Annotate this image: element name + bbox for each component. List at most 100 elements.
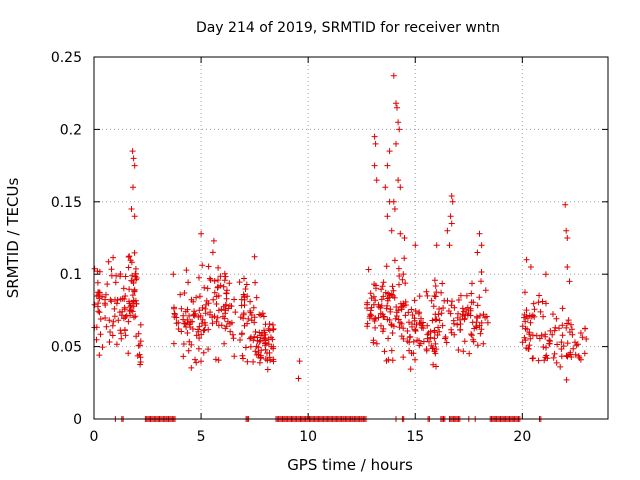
data-point (243, 281, 250, 288)
data-point (395, 177, 402, 184)
data-point (127, 304, 134, 311)
data-point (178, 305, 185, 312)
data-point (231, 353, 238, 360)
data-point (382, 289, 389, 296)
data-point (412, 242, 419, 249)
data-point (393, 313, 400, 319)
data-point (108, 266, 115, 273)
data-point (551, 350, 558, 357)
data-point (372, 297, 379, 304)
data-point (96, 289, 103, 296)
data-point (381, 348, 388, 355)
data-point (373, 177, 380, 184)
data-point (113, 300, 120, 307)
data-point (543, 300, 549, 307)
data-point (382, 184, 389, 191)
data-point (244, 358, 251, 365)
y-tick-label: 0 (73, 412, 82, 428)
data-point (231, 296, 238, 303)
data-point (455, 347, 462, 353)
data-point (213, 293, 220, 300)
data-point (117, 271, 124, 277)
data-point (572, 339, 578, 346)
data-point (400, 354, 407, 361)
data-point (480, 340, 487, 347)
data-point (416, 293, 423, 300)
data-point (470, 336, 477, 343)
plot-frame (93, 56, 609, 420)
data-point (223, 295, 230, 302)
data-point (372, 140, 379, 147)
data-point (260, 313, 267, 320)
data-point (433, 346, 440, 353)
data-point (266, 327, 273, 334)
data-point (109, 322, 116, 329)
data-point (222, 325, 229, 332)
data-point (371, 318, 378, 324)
data-point (121, 327, 128, 334)
data-point (469, 280, 475, 287)
data-point (529, 332, 536, 339)
data-point (240, 355, 246, 362)
data-point (186, 338, 193, 345)
data-point (196, 323, 203, 330)
data-point (448, 193, 455, 199)
data-point (474, 249, 481, 256)
data-point (436, 317, 443, 324)
data-point (459, 313, 466, 320)
data-point (396, 324, 403, 331)
data-point (383, 305, 390, 312)
data-point (544, 355, 551, 362)
data-point (103, 291, 109, 298)
data-point (424, 292, 431, 299)
data-point (436, 306, 443, 312)
data-point (186, 312, 193, 319)
data-point (203, 297, 210, 304)
data-point (201, 326, 208, 333)
data-point (137, 321, 144, 328)
data-point (390, 323, 397, 330)
data-point (221, 270, 228, 277)
data-point (431, 327, 438, 334)
data-point (137, 359, 144, 365)
data-point (202, 322, 209, 329)
data-point (228, 319, 235, 326)
data-point (473, 313, 480, 320)
data-point (372, 324, 379, 331)
data-point (94, 279, 101, 286)
data-point (170, 271, 177, 278)
data-point (558, 339, 565, 346)
data-point (218, 322, 225, 329)
data-point (557, 363, 564, 370)
data-point (122, 332, 129, 339)
data-point (128, 206, 135, 212)
data-point (122, 293, 129, 299)
data-point (566, 278, 573, 285)
data-point (454, 314, 461, 321)
data-point (267, 357, 274, 364)
data-point (371, 133, 378, 140)
data-point (195, 314, 202, 320)
data-point (536, 335, 543, 342)
data-point (196, 274, 202, 281)
data-point (390, 293, 396, 299)
data-point (188, 296, 195, 303)
data-point (126, 253, 133, 260)
data-point (404, 338, 411, 345)
data-point (522, 289, 528, 296)
data-point (112, 279, 119, 286)
data-point (543, 344, 549, 351)
data-point (401, 255, 408, 262)
data-point (373, 340, 380, 347)
data-point (209, 249, 216, 256)
data-point (129, 292, 136, 299)
data-points (91, 72, 590, 422)
data-point (264, 350, 270, 357)
data-point (579, 334, 586, 341)
data-point (134, 352, 141, 359)
data-point (201, 284, 208, 291)
data-point (396, 126, 403, 133)
data-point (136, 342, 143, 349)
data-point (478, 319, 485, 326)
